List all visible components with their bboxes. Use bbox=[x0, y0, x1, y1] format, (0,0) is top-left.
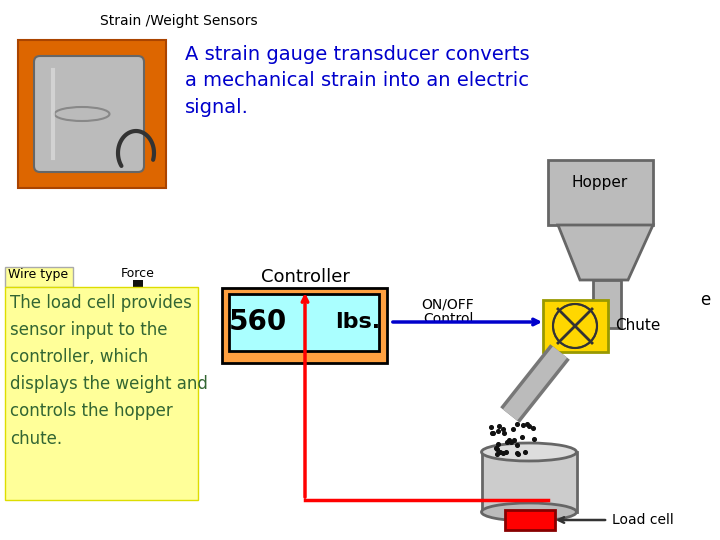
Point bbox=[487, 428, 498, 437]
FancyBboxPatch shape bbox=[593, 280, 621, 328]
Point bbox=[492, 427, 504, 436]
Text: Control: Control bbox=[423, 312, 473, 326]
Text: 560: 560 bbox=[229, 308, 287, 336]
Polygon shape bbox=[558, 225, 653, 280]
Point bbox=[504, 436, 516, 445]
Point bbox=[498, 424, 509, 433]
Point bbox=[494, 448, 505, 456]
Point bbox=[498, 429, 510, 437]
Point bbox=[528, 435, 539, 443]
FancyBboxPatch shape bbox=[222, 288, 387, 363]
Text: lbs.: lbs. bbox=[336, 312, 381, 332]
Point bbox=[491, 450, 503, 458]
Point bbox=[505, 438, 516, 447]
FancyBboxPatch shape bbox=[543, 300, 608, 352]
Text: Hopper: Hopper bbox=[572, 176, 628, 191]
FancyBboxPatch shape bbox=[482, 452, 577, 512]
FancyBboxPatch shape bbox=[34, 56, 144, 172]
Point bbox=[486, 429, 498, 438]
FancyBboxPatch shape bbox=[229, 294, 379, 351]
FancyBboxPatch shape bbox=[5, 287, 198, 500]
Point bbox=[493, 422, 505, 430]
Point bbox=[501, 438, 513, 447]
Point bbox=[527, 424, 539, 433]
Point bbox=[523, 422, 535, 430]
Text: Chute: Chute bbox=[615, 319, 660, 334]
Point bbox=[500, 447, 512, 456]
Point bbox=[511, 420, 523, 429]
FancyBboxPatch shape bbox=[505, 510, 555, 530]
Point bbox=[491, 444, 503, 453]
Text: Force: Force bbox=[121, 267, 155, 280]
Point bbox=[520, 448, 531, 457]
Text: ON/OFF: ON/OFF bbox=[422, 298, 474, 312]
Point bbox=[511, 449, 523, 458]
Point bbox=[490, 443, 502, 452]
Text: A strain gauge transducer converts
a mechanical strain into an electric
signal.: A strain gauge transducer converts a mec… bbox=[185, 45, 530, 117]
Text: The load cell provides
sensor input to the
controller, which
displays the weight: The load cell provides sensor input to t… bbox=[10, 294, 208, 448]
Ellipse shape bbox=[482, 443, 577, 461]
Text: Load cell: Load cell bbox=[612, 513, 674, 527]
Text: Strain /Weight Sensors: Strain /Weight Sensors bbox=[100, 14, 258, 28]
Point bbox=[517, 421, 528, 429]
Point bbox=[508, 435, 519, 444]
Point bbox=[508, 425, 519, 434]
FancyBboxPatch shape bbox=[18, 40, 166, 188]
Point bbox=[511, 441, 523, 449]
Ellipse shape bbox=[482, 503, 577, 521]
Point bbox=[522, 420, 534, 428]
FancyBboxPatch shape bbox=[5, 267, 73, 287]
Point bbox=[516, 433, 528, 441]
Text: Wire type: Wire type bbox=[8, 268, 68, 281]
Point bbox=[492, 440, 504, 449]
Point bbox=[485, 423, 497, 431]
Circle shape bbox=[553, 304, 597, 348]
Point bbox=[498, 449, 509, 457]
Text: Controller: Controller bbox=[261, 268, 349, 286]
Point bbox=[512, 450, 523, 458]
FancyBboxPatch shape bbox=[133, 280, 143, 294]
Text: e: e bbox=[700, 291, 710, 309]
FancyBboxPatch shape bbox=[548, 160, 653, 225]
